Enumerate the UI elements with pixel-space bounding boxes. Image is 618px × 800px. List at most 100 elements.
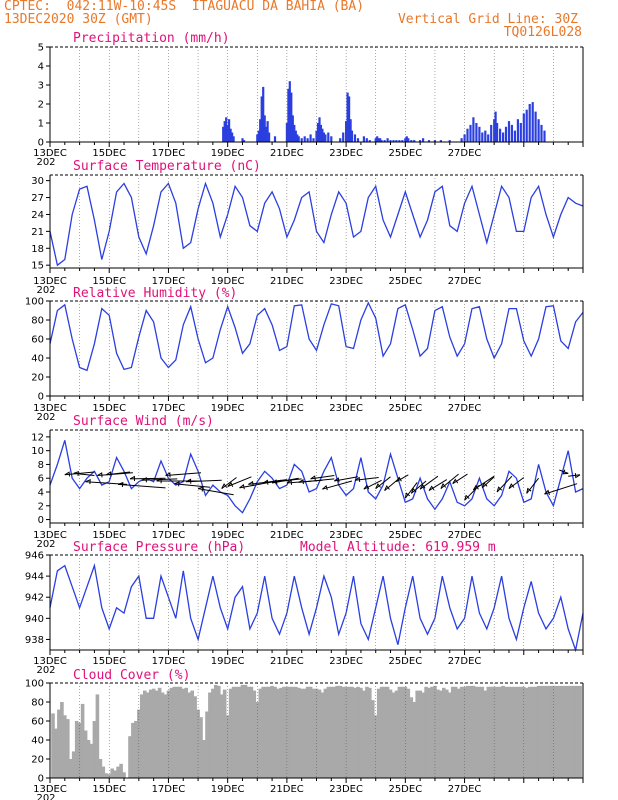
cloud-bar (199, 717, 203, 778)
cloud-bar (519, 686, 523, 778)
x-tick-label: 19DEC (211, 148, 245, 159)
y-tick-label: 100 (25, 297, 44, 308)
cloud-bar (465, 685, 470, 778)
cloud-bar (453, 686, 458, 778)
cloud-bar (214, 684, 218, 778)
cloud-bar (222, 689, 227, 778)
cloud-bar (323, 688, 328, 778)
wind-vector (526, 477, 539, 494)
precip-bar (223, 121, 226, 142)
wind-vector (221, 477, 237, 490)
precip-bar (291, 115, 294, 142)
x-tick-label: 25DEC (388, 656, 422, 667)
precip-bar (266, 121, 269, 142)
precip-bar (356, 138, 360, 142)
cloud-bar (276, 688, 280, 778)
precip-bar (439, 140, 442, 142)
precip-bar (318, 117, 321, 142)
cloud-bar (128, 736, 132, 778)
wind-title: Surface Wind (m/s) (73, 414, 214, 429)
y-tick-label: 40 (31, 354, 44, 365)
wind-arrowhead (248, 480, 254, 487)
wind-vector (568, 474, 581, 477)
wind-vector (106, 471, 131, 476)
cloud-bar (421, 692, 425, 778)
x-tick-label: 15DEC (92, 148, 126, 159)
precip-bar (229, 128, 232, 142)
cloud-bar (270, 685, 274, 778)
x-tick-label: 21DEC (270, 403, 304, 414)
precip-bar (422, 138, 425, 142)
wind-vector (354, 477, 379, 481)
wind-arrowhead (310, 475, 316, 481)
cloud-bar (145, 692, 150, 778)
cloud-bar (77, 722, 82, 778)
precip-bar (484, 130, 487, 142)
cloud-bar (560, 685, 565, 778)
wind-arrowhead (322, 484, 328, 491)
wind-arrowhead (574, 473, 581, 479)
wind-vector (375, 476, 391, 489)
precip-bar (294, 130, 297, 142)
cloud-bar (299, 688, 304, 778)
cloud-bar (462, 686, 467, 778)
precip-bar (342, 132, 345, 142)
cloud-bar (261, 686, 265, 778)
cloud-bar (439, 690, 443, 778)
precip-bar (290, 92, 293, 142)
wind-arrowhead (239, 484, 245, 490)
cloud-bar (338, 685, 342, 778)
cloud-bar (178, 686, 183, 778)
y-tick-label: 10 (31, 446, 44, 457)
precip-bar (348, 96, 351, 142)
cloud-bar (184, 687, 188, 779)
wind-vector (481, 476, 495, 489)
cloud-bar (504, 686, 508, 778)
cloud-bar (513, 686, 517, 778)
cloud-bar (217, 685, 221, 778)
cloud-bar (54, 728, 58, 778)
wind-arrowhead (472, 484, 479, 491)
precip-bar (322, 132, 325, 142)
x-tick-label: 17DEC (152, 530, 186, 541)
cloud-bar (66, 719, 70, 778)
wind-arrowhead (197, 486, 204, 492)
wind-arrowhead (562, 469, 569, 475)
x-tick-label: 19DEC (211, 656, 245, 667)
cloud-bar (365, 686, 369, 778)
precip-bar (534, 111, 537, 142)
wind-arrowhead (440, 483, 447, 489)
precip-bar (466, 128, 469, 142)
wind-arrowhead (262, 479, 269, 485)
cloud-bar (60, 702, 64, 778)
wind-arrowhead (404, 492, 411, 499)
cloud-bar (80, 703, 85, 778)
cloud-bar (240, 684, 245, 778)
cloud-bar (154, 690, 159, 778)
precip-bar (448, 140, 451, 142)
wind-vector (198, 488, 234, 496)
y-tick-label: 2 (38, 501, 44, 512)
cloud-bar (430, 686, 434, 778)
x-tick-label: 17DEC (152, 148, 186, 159)
cloud-bar (545, 685, 550, 778)
precip-bar (293, 124, 296, 142)
cloud-bar (442, 687, 446, 779)
y-tick-label: 0 (38, 392, 44, 403)
x-tick-label: 23DEC (329, 530, 363, 541)
wind-arrowhead (298, 478, 304, 485)
cloud-bar (249, 686, 254, 778)
wind-arrowhead (106, 471, 112, 477)
precip-bar (528, 104, 531, 142)
y-tick-label: 100 (25, 679, 44, 690)
cloud-bar (575, 685, 579, 778)
precip-bar (339, 138, 342, 142)
cloud-bar (205, 711, 209, 778)
cloud-bar (424, 686, 428, 778)
x-tick-label: 17DEC (152, 656, 186, 667)
x-tick-label: 13DEC (33, 276, 67, 287)
precip-bar (392, 140, 395, 142)
cloud-bar (548, 685, 553, 778)
precip-bar (300, 138, 303, 142)
